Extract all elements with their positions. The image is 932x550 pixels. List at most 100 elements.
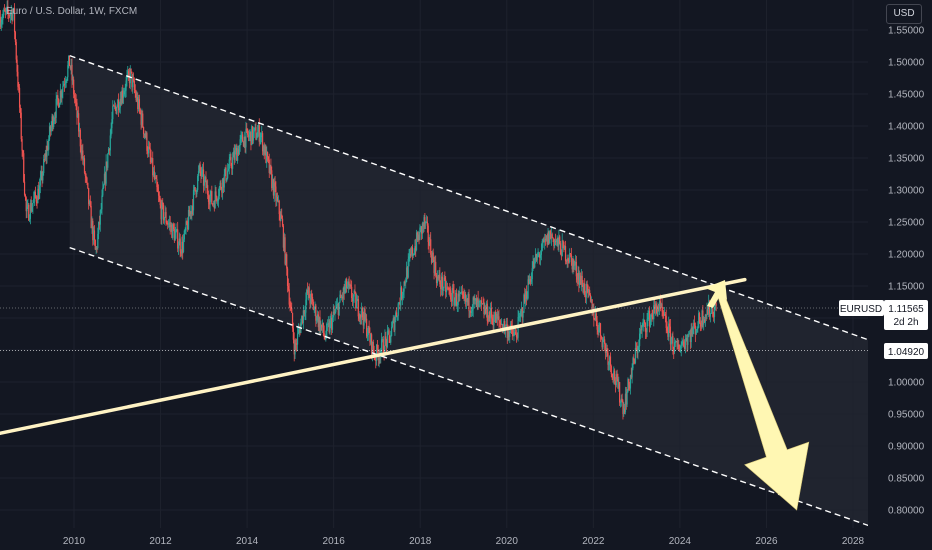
candle-body <box>391 322 394 327</box>
candle-body <box>346 279 348 289</box>
time-tick-label: 2016 <box>323 536 346 547</box>
candle-body <box>666 327 668 331</box>
candle-body <box>483 303 485 315</box>
candle-body <box>619 382 621 403</box>
candle-body <box>644 323 647 332</box>
candle-body <box>681 341 683 345</box>
price-tick-label: 0.90000 <box>888 442 925 453</box>
candle-body <box>197 175 199 190</box>
candle-body <box>492 318 494 326</box>
candle-body <box>569 253 572 255</box>
candle-body <box>699 322 701 325</box>
candle-body <box>509 331 511 337</box>
candle-body <box>39 177 41 186</box>
candle-body <box>113 105 116 107</box>
candle-body <box>679 348 681 352</box>
candle-body <box>368 325 370 334</box>
candle-body <box>3 9 5 16</box>
candle-body <box>48 126 51 140</box>
candle-body <box>109 135 111 151</box>
candle-body <box>299 329 301 333</box>
candle-body <box>182 239 185 252</box>
candle-body <box>355 292 357 309</box>
candle-body <box>314 305 316 310</box>
candle-body <box>242 141 245 147</box>
candle-body <box>28 204 30 221</box>
candle-body <box>279 214 281 221</box>
candle-body <box>367 325 369 336</box>
candle-body <box>229 157 231 160</box>
candle-body <box>505 324 508 327</box>
candle-body <box>203 178 205 186</box>
candle-body <box>275 186 277 202</box>
candle-body <box>450 299 453 302</box>
candle-body <box>68 55 70 66</box>
candle-body <box>241 134 243 136</box>
candle-body <box>204 177 206 179</box>
candle-body <box>708 302 711 317</box>
candle-body <box>598 327 600 332</box>
candle-body <box>221 188 223 193</box>
candle-body <box>673 342 676 353</box>
candle-body <box>524 294 526 302</box>
candle-body <box>612 377 614 379</box>
candle-body <box>91 220 93 229</box>
candle-body <box>417 234 419 241</box>
candle-body <box>37 188 39 204</box>
candle-body <box>438 274 440 279</box>
candle-body <box>624 408 626 413</box>
candle-body <box>157 187 159 192</box>
candle-body <box>553 238 555 246</box>
candle-body <box>108 148 110 155</box>
candle-body <box>369 333 371 343</box>
candle-body <box>489 312 491 319</box>
candle-body <box>683 341 685 347</box>
candle-body <box>70 64 72 69</box>
candle-body <box>142 126 145 135</box>
candle-body <box>143 133 146 135</box>
candle-body <box>652 316 654 320</box>
candle-body <box>673 349 675 353</box>
candle-body <box>366 335 369 337</box>
candle-body <box>514 332 516 334</box>
candle-body <box>552 237 554 239</box>
candle-body <box>453 290 455 306</box>
candle-body <box>589 290 591 295</box>
candle-body <box>706 309 708 316</box>
candle-body <box>131 71 133 88</box>
candle-body <box>396 315 399 317</box>
candle-body <box>224 167 226 175</box>
candle-body <box>393 318 395 331</box>
candle-body <box>165 212 167 223</box>
candle-body <box>423 217 425 227</box>
level-price-label[interactable]: 1.04920 <box>884 343 928 359</box>
candle-body <box>53 117 56 121</box>
candle-body <box>227 168 230 171</box>
candle-body <box>594 313 597 320</box>
candle-body <box>692 329 694 335</box>
candle-body <box>626 392 628 405</box>
candle-body <box>284 237 286 264</box>
candle-body <box>330 317 332 321</box>
candle-body <box>194 187 196 191</box>
candle-body <box>599 323 602 337</box>
candle-body <box>448 288 450 290</box>
currency-button[interactable]: USD <box>886 4 922 24</box>
candle-body <box>318 317 320 328</box>
candle-body <box>359 314 361 319</box>
candle-body <box>636 348 638 354</box>
candle-body <box>158 195 160 201</box>
candle-body <box>211 191 213 204</box>
candle-body <box>704 314 706 323</box>
candle-body <box>75 100 77 103</box>
candle-body <box>549 230 551 244</box>
candle-body <box>44 153 46 160</box>
symbol-price-label[interactable]: EURUSD 1.11565 2d 2h <box>839 300 928 330</box>
candle-body <box>301 315 303 323</box>
candle-body <box>101 195 103 210</box>
time-axis[interactable]: 2010 2012 2014 2016 2018 2020 2022 2024 2026 2028 <box>63 536 865 547</box>
candle-body <box>11 10 13 20</box>
candle-body <box>508 331 510 337</box>
candle-body <box>271 170 273 189</box>
